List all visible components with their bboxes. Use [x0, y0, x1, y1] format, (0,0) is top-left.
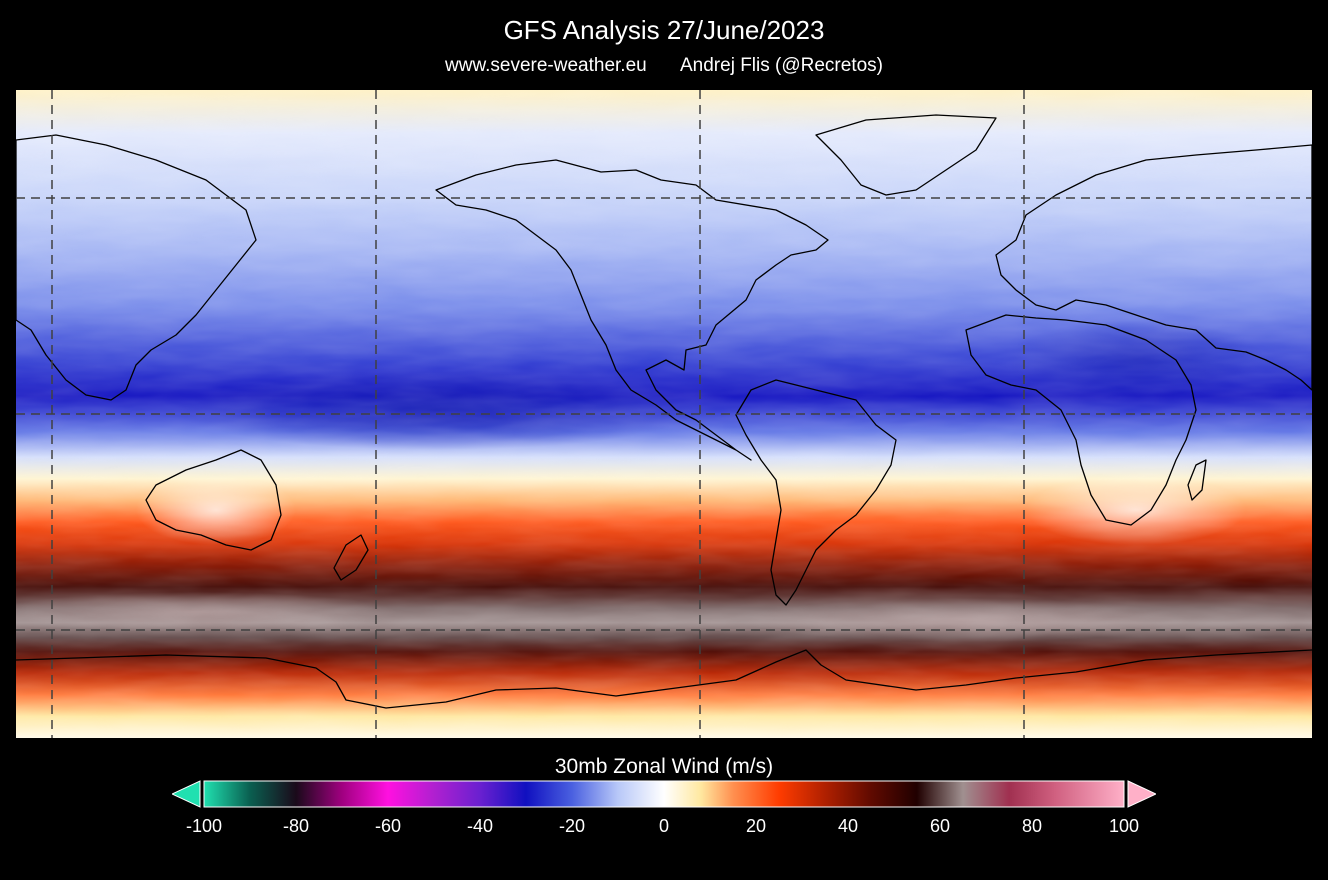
map-credits: www.severe-weather.eu Andrej Flis (@Recr… [0, 54, 1328, 78]
world-map-canvas [16, 90, 1312, 738]
colorbar-tick-label: 60 [929, 816, 951, 836]
coastlines [16, 114, 1312, 709]
australia-outline [145, 449, 282, 551]
north-america-outline [435, 159, 829, 461]
colorbar-tick-label: 0 [658, 816, 670, 836]
colorbar-tick-label: -60 [374, 816, 402, 836]
author-credit: Andrej Flis (@Recretos) [680, 55, 883, 76]
colorbar-tick-label: 40 [837, 816, 859, 836]
world-map [16, 90, 1312, 738]
map-title: GFS Analysis 27/June/2023 [503, 15, 825, 45]
colorbar-tick-label: 100 [1108, 816, 1140, 836]
south-america-outline [735, 379, 897, 606]
colorbar-tick-label: -100 [185, 816, 223, 836]
colorbar-min-extend-arrow [170, 780, 201, 808]
africa-outline [965, 314, 1197, 526]
colorbar-tick-label: -40 [466, 816, 494, 836]
colorbar-gradient [203, 780, 1125, 808]
madagascar-outline [1187, 459, 1207, 501]
colorbar-tick-label: 80 [1021, 816, 1043, 836]
colorbar-svg [170, 780, 1158, 808]
new-zealand-outline [333, 534, 369, 581]
graticule [16, 90, 1312, 738]
eurasia-outline [995, 144, 1312, 391]
colorbar-tick-label: -20 [558, 816, 586, 836]
antarctica-outline [16, 649, 1312, 709]
website-credit: www.severe-weather.eu [445, 55, 647, 76]
colorbar [170, 779, 1158, 809]
greenland-outline [815, 114, 997, 196]
colorbar-tick-label: -80 [282, 816, 310, 836]
colorbar-tick-label: 20 [745, 816, 767, 836]
colorbar-title: 30mb Zonal Wind (m/s) [554, 755, 774, 778]
colorbar-max-extend-arrow [1127, 780, 1158, 808]
